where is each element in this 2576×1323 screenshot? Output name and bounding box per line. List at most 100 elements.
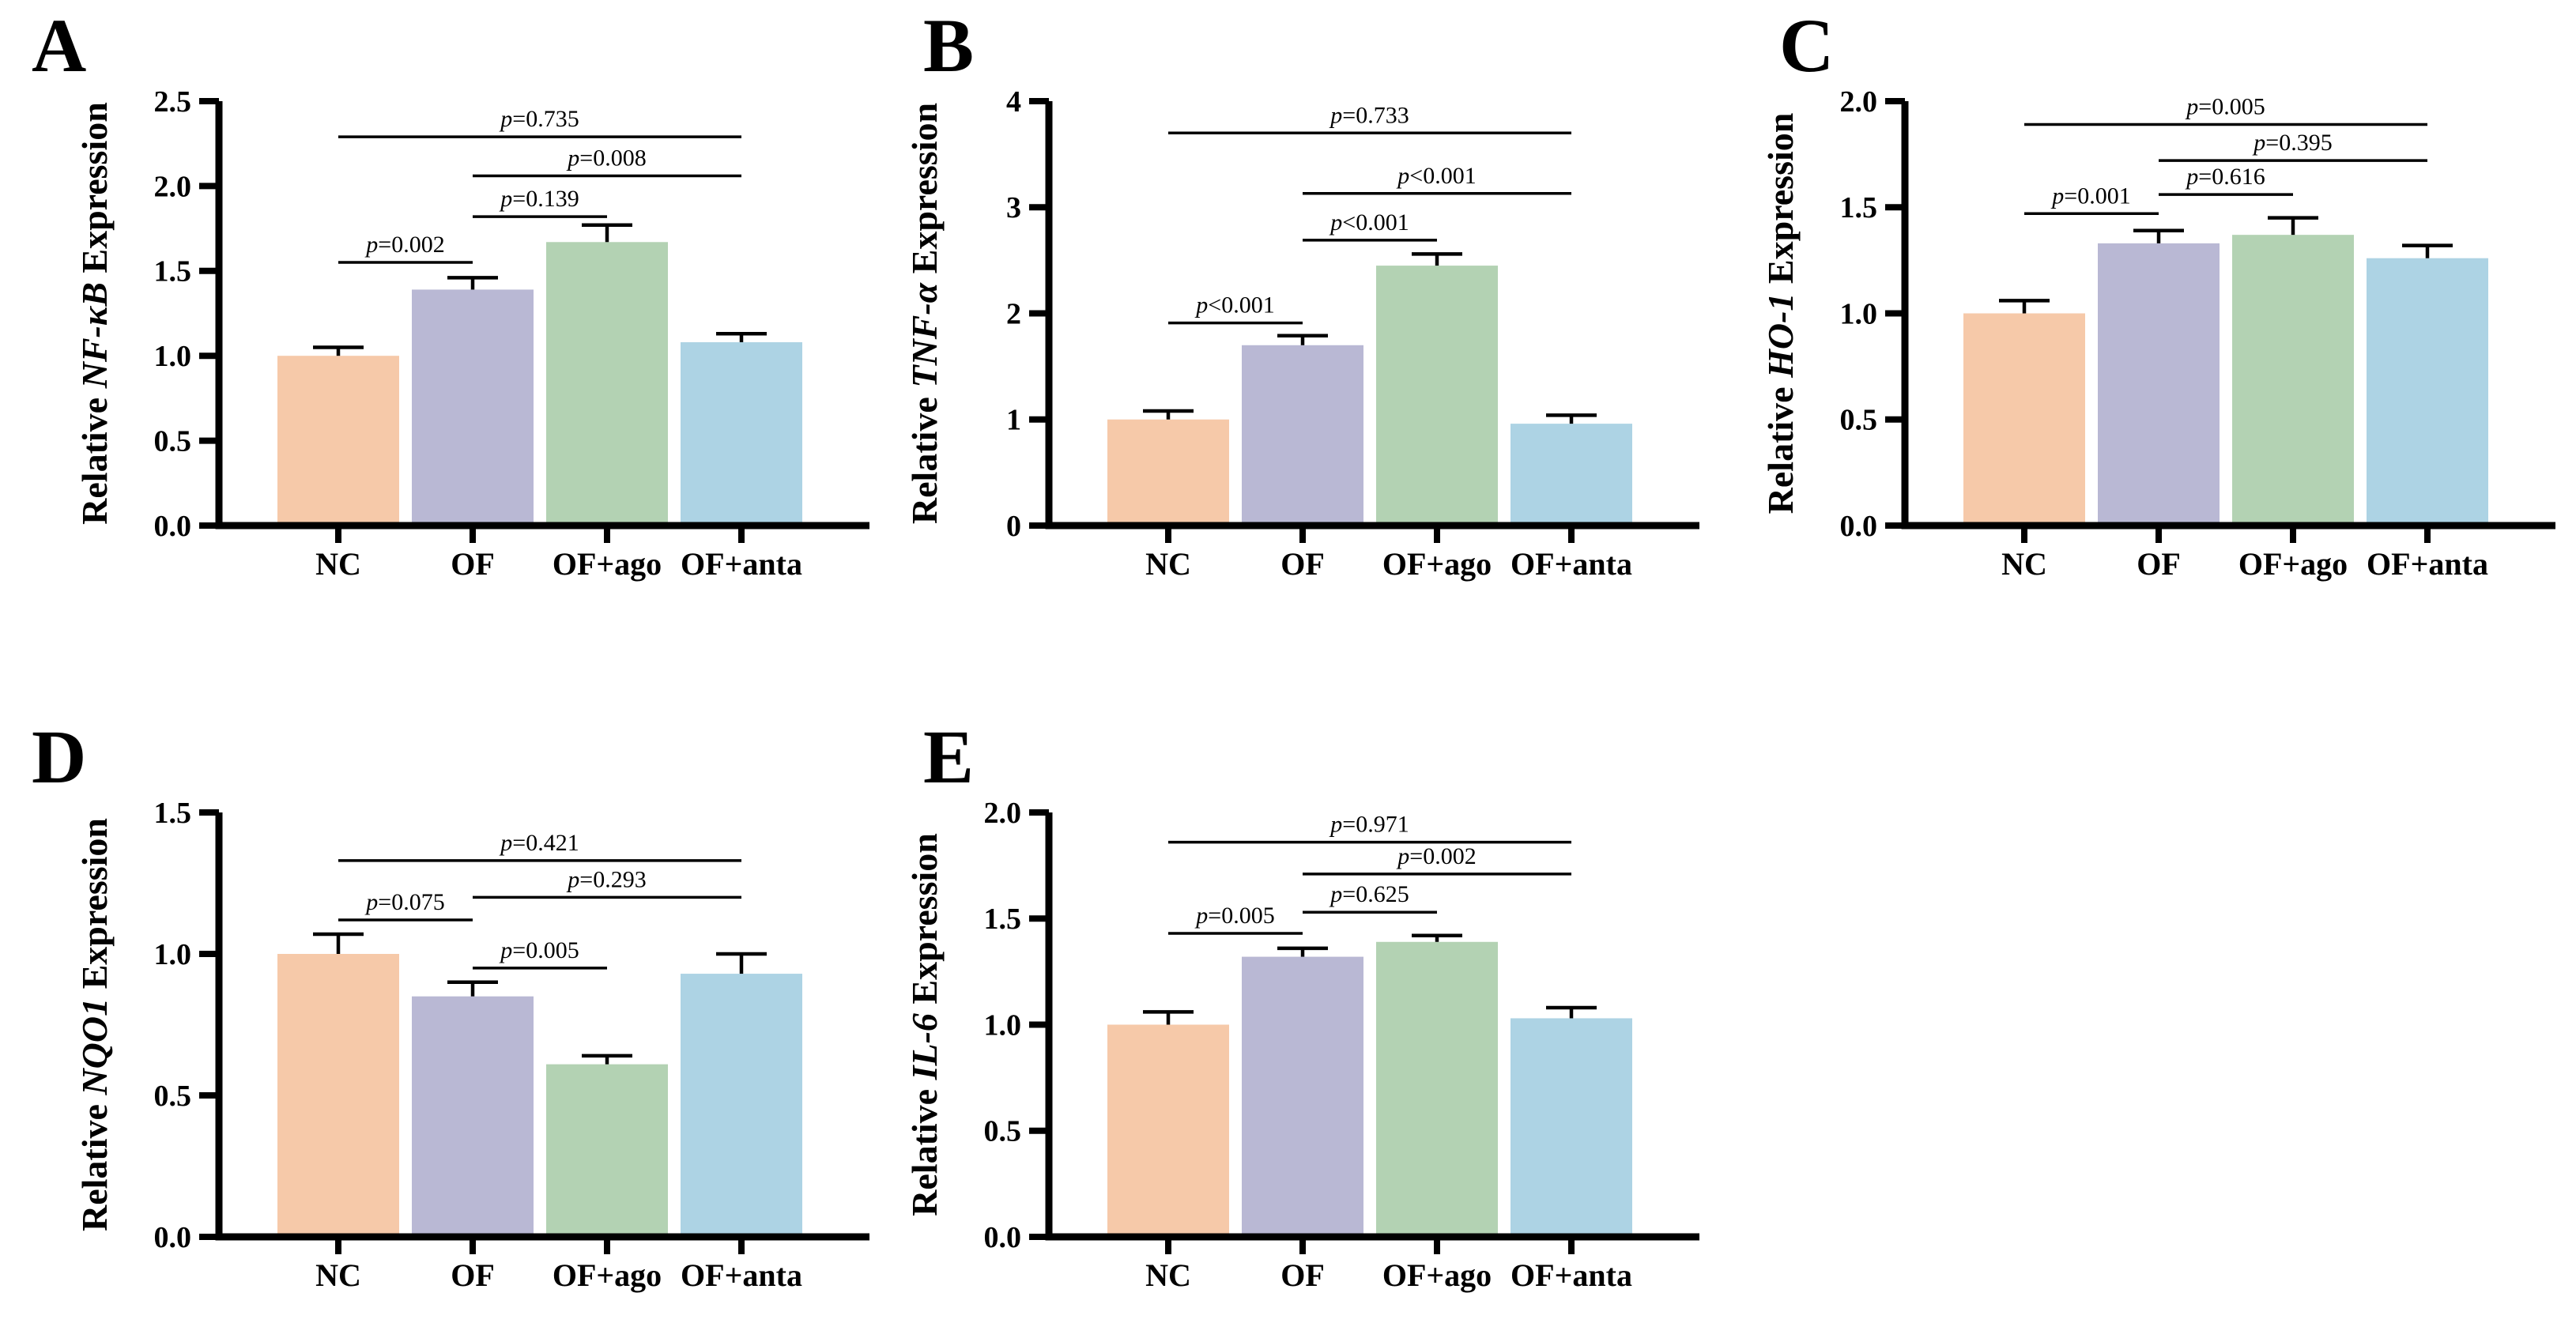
bar-OF+anta [1511,424,1632,526]
y-tick-label: 0 [1006,510,1021,543]
y-tick-label: 0.5 [154,1080,192,1113]
y-axis-label: Relative HO-1 Expression [1760,113,1801,514]
bar-OF [1242,956,1363,1237]
y-tick-label: 1.0 [154,340,192,373]
x-category-label: OF+anta [1511,546,1632,582]
bar-NC [1107,1024,1229,1237]
panel-d: D 0.0 0.5 1.0 1.5 NC OF OF+ago OF+anta Relative … [24,711,885,1320]
y-tick-label: 1.0 [154,938,192,971]
y-tick-label: 0.5 [154,425,192,458]
panel-a-letter: A [32,3,87,88]
p-value-label: p=0.002 [364,232,444,258]
x-category-label: OF+anta [1511,1257,1632,1293]
bar-OF+anta [2367,258,2488,526]
panel-d-bar-chart: 0.0 0.5 1.0 1.5 NC OF OF+ago OF+anta Relative NQ… [74,797,869,1293]
p-value-label: p=0.971 [1329,812,1409,838]
panel-b-bar-chart: 0 1 2 3 4 NC OF OF+ago OF+anta Relative TNF-α Exp… [904,85,1699,582]
p-value-label: p=0.735 [499,106,579,132]
y-tick-label: 0.5 [1840,404,1878,437]
panel-a-bar-chart: 0.0 0.5 1.0 1.5 2.0 2.5 NC OF OF+ago OF+anta Relat… [74,85,869,582]
bar-NC [1963,313,2085,526]
panel-a: A 0.0 0.5 1.0 1.5 2.0 2.5 NC OF OF+ago OF+anta Rel… [24,0,885,609]
p-value-label: p<0.001 [1194,292,1274,318]
y-axis-label: Relative NQO1 Expression [74,818,115,1231]
y-tick-label: 4 [1006,85,1021,119]
x-category-label: OF+anta [681,546,802,582]
y-tick-label: 2.5 [154,85,192,119]
panel-c: C 0.0 0.5 1.0 1.5 2.0 NC OF OF+ago OF+anta Relati… [1710,0,2571,609]
p-value-label: p=0.616 [2185,164,2265,190]
x-category-label: OF+ago [553,1257,662,1293]
x-category-label: OF [451,1257,495,1293]
y-tick-label: 2.0 [1840,85,1878,119]
y-tick-label: 0.0 [1840,510,1878,543]
bar-OF+ago [2232,235,2354,526]
p-value-label: p=0.005 [499,937,579,963]
p-value-label: p<0.001 [1329,209,1409,236]
y-axis-label: Relative NF-κB Expression [74,102,115,525]
p-value-label: p<0.001 [1396,163,1476,189]
p-value-label: p=0.075 [364,889,444,915]
y-tick-label: 1.0 [984,1008,1022,1042]
y-tick-label: 1.0 [1840,297,1878,330]
y-axis-label: Relative TNF-α Expression [904,103,945,524]
bar-OF+ago [546,1064,668,1237]
x-category-label: NC [315,546,361,582]
y-axis-label: Relative IL-6 Expression [904,833,945,1216]
bar-OF [1242,345,1363,526]
bar-OF+anta [1511,1018,1632,1237]
x-category-label: NC [1145,1257,1191,1293]
y-tick-label: 2 [1006,297,1021,330]
panel-e-letter: E [923,714,975,799]
x-category-label: OF+ago [1382,1257,1492,1293]
p-value-label: p=0.293 [566,866,646,892]
x-category-label: NC [1145,546,1191,582]
x-category-label: NC [315,1257,361,1293]
y-tick-label: 0.0 [154,1221,192,1254]
bar-OF [412,996,534,1237]
y-tick-label: 1.5 [154,255,192,288]
bar-OF+ago [546,242,668,526]
bar-OF+anta [681,974,802,1237]
bar-NC [277,954,399,1237]
y-tick-label: 0.5 [984,1115,1022,1148]
bar-OF+ago [1376,266,1498,526]
panel-b: B 0 1 2 3 4 NC OF OF+ago OF+anta Relative TNF-α E… [854,0,1715,609]
y-tick-label: 1.5 [1840,191,1878,224]
p-value-label: p=0.002 [1396,843,1476,869]
bar-OF+ago [1376,941,1498,1237]
x-category-label: OF [1280,1257,1325,1293]
p-value-label: p=0.421 [499,830,579,856]
bar-OF [2098,243,2220,526]
panel-e: E 0.0 0.5 1.0 1.5 2.0 NC OF OF+ago OF+anta Relati… [854,711,1715,1320]
panel-b-letter: B [923,3,975,88]
bar-NC [1107,419,1229,526]
p-value-label: p=0.001 [2050,183,2130,209]
x-category-label: OF+ago [553,546,662,582]
x-category-label: OF [2137,546,2181,582]
x-category-label: NC [2001,546,2047,582]
bar-NC [277,356,399,526]
x-category-label: OF [451,546,495,582]
bar-OF [412,289,534,526]
p-value-label: p=0.139 [499,186,579,212]
y-tick-label: 2.0 [984,797,1022,830]
y-tick-label: 2.0 [154,170,192,203]
y-tick-label: 3 [1006,191,1021,224]
x-category-label: OF+anta [2367,546,2488,582]
panel-d-letter: D [32,714,87,799]
p-value-label: p=0.008 [566,145,646,172]
x-category-label: OF+ago [1382,546,1492,582]
p-value-label: p=0.733 [1329,102,1409,128]
p-value-label: p=0.005 [1194,903,1274,929]
x-category-label: OF+anta [681,1257,802,1293]
y-tick-label: 0.0 [154,510,192,543]
p-value-label: p=0.625 [1329,881,1409,907]
p-value-label: p=0.395 [2252,130,2332,156]
y-tick-label: 0.0 [984,1221,1022,1254]
panel-e-bar-chart: 0.0 0.5 1.0 1.5 2.0 NC OF OF+ago OF+anta Relative… [904,797,1699,1293]
x-category-label: OF [1280,546,1325,582]
p-value-label: p=0.005 [2185,94,2265,120]
panel-c-bar-chart: 0.0 0.5 1.0 1.5 2.0 NC OF OF+ago OF+anta Relative… [1760,85,2555,582]
